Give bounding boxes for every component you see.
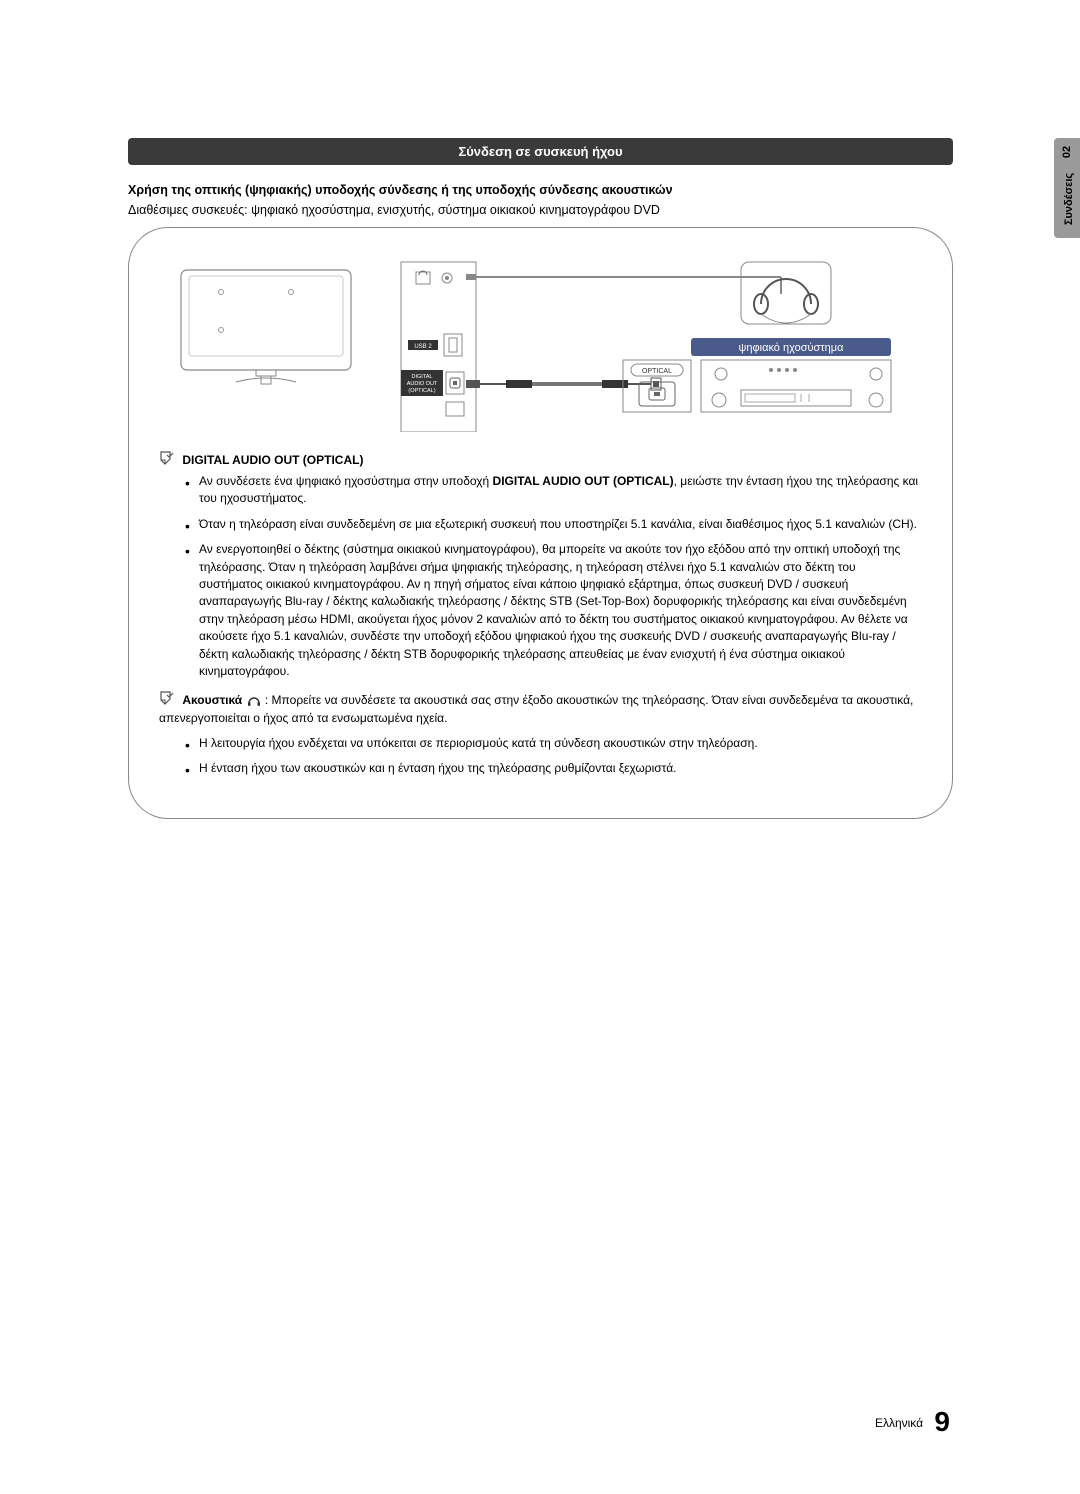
svg-text:AUDIO OUT: AUDIO OUT — [406, 381, 437, 387]
tv-front-icon — [181, 270, 351, 384]
digital-audio-bullets: Αν συνδέσετε ένα ψηφιακό ηχοσύστημα στην… — [185, 473, 922, 680]
side-tab-label: Συνδέσεις — [1063, 164, 1075, 234]
available-devices: Διαθέσιμες συσκευές: ψηφιακό ηχοσύστημα,… — [128, 203, 953, 217]
digital-audio-heading-text: DIGITAL AUDIO OUT (OPTICAL) — [182, 453, 363, 467]
headphones-icon — [741, 262, 831, 324]
receiver-front-icon — [701, 360, 891, 412]
digital-audio-heading: DIGITAL AUDIO OUT (OPTICAL) — [159, 450, 922, 467]
headphones-icon-inline — [246, 693, 262, 707]
diagram-and-notes-box: USB 2 DIGITAL AUDIO OUT (OPTICAL) — [128, 227, 953, 819]
receiver-label: ψηφιακό ηχοσύστημα — [738, 342, 844, 354]
subheading: Χρήση της οπτικής (ψηφιακής) υποδοχής σύ… — [128, 183, 953, 197]
side-tab-number: 02 — [1061, 139, 1073, 165]
bullet-item: Αν συνδέσετε ένα ψηφιακό ηχοσύστημα στην… — [185, 473, 922, 508]
bullet-item: Όταν η τηλεόραση είναι συνδεδεμένη σε μι… — [185, 516, 922, 533]
bullet-item: Η ένταση ήχου των ακουστικών και η έντασ… — [185, 760, 922, 777]
headphones-label: Ακουστικά — [182, 693, 242, 707]
page-content: Σύνδεση σε συσκευή ήχου Χρήση της οπτική… — [128, 138, 953, 819]
side-tab: 02 Συνδέσεις — [1054, 138, 1080, 238]
section-title-bar: Σύνδεση σε συσκευή ήχου — [128, 138, 953, 165]
footer-language: Ελληνικά — [875, 1416, 923, 1430]
page-footer: Ελληνικά 9 — [875, 1406, 950, 1438]
footer-page-number: 9 — [934, 1406, 950, 1437]
headphone-cable — [466, 274, 781, 294]
headphones-note: Ακουστικά : Μπορείτε να συνδέσετε τα ακο… — [159, 690, 922, 727]
note-icon — [159, 450, 175, 466]
svg-text:(OPTICAL): (OPTICAL) — [408, 388, 435, 394]
svg-text:DIGITAL: DIGITAL — [411, 374, 432, 380]
note-icon — [159, 690, 175, 706]
connection-diagram: USB 2 DIGITAL AUDIO OUT (OPTICAL) — [161, 252, 921, 432]
inline-bold: DIGITAL AUDIO OUT (OPTICAL) — [493, 474, 674, 488]
bullet-item: Η λειτουργία ήχου ενδέχεται να υπόκειται… — [185, 735, 922, 752]
optical-cable — [466, 378, 661, 390]
svg-text:USB 2: USB 2 — [414, 344, 432, 350]
headphones-text: : Μπορείτε να συνδέσετε τα ακουστικά σας… — [159, 693, 913, 724]
tv-back-ports: USB 2 DIGITAL AUDIO OUT (OPTICAL) — [401, 262, 476, 432]
bullet-item: Αν ενεργοποιηθεί ο δέκτης (σύστημα οικια… — [185, 541, 922, 680]
svg-text:OPTICAL: OPTICAL — [642, 368, 672, 375]
headphones-bullets: Η λειτουργία ήχου ενδέχεται να υπόκειται… — [185, 735, 922, 778]
